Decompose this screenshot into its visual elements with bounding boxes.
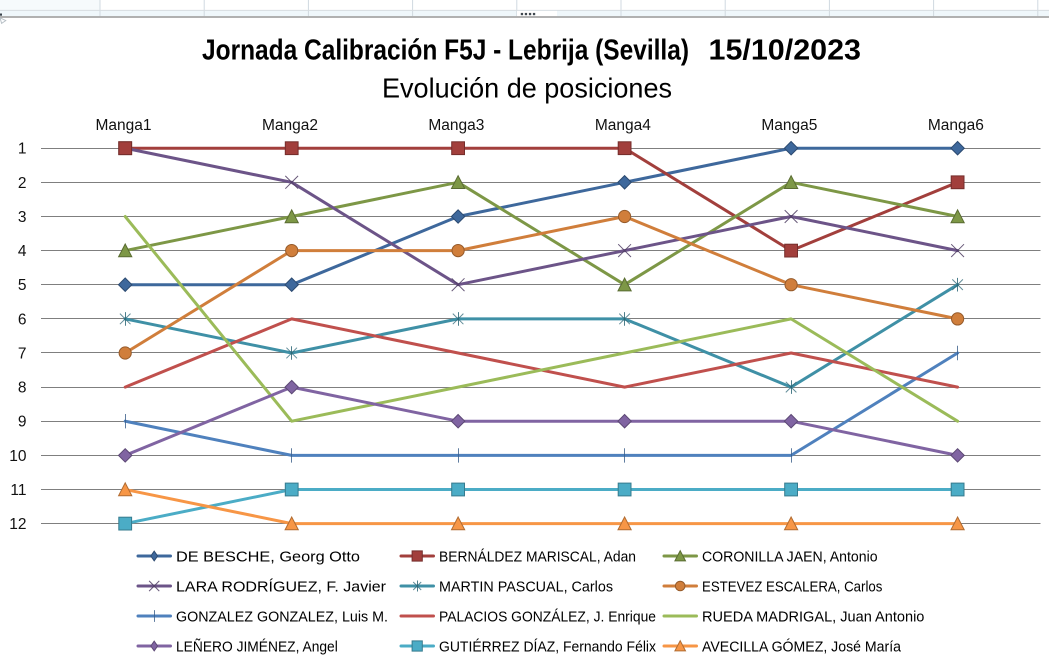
svg-text:DE BESCHE, Georg Otto: DE BESCHE, Georg Otto <box>176 549 360 565</box>
svg-text:BERNÁLDEZ MARISCAL, Adan: BERNÁLDEZ MARISCAL, Adan <box>439 548 636 565</box>
svg-text:7: 7 <box>18 346 27 363</box>
svg-text:PALACIOS GONZÁLEZ, J. Enrique: PALACIOS GONZÁLEZ, J. Enrique <box>439 608 656 625</box>
svg-text:3: 3 <box>18 209 27 226</box>
svg-text:5: 5 <box>18 277 27 294</box>
svg-text:Manga1: Manga1 <box>95 117 151 134</box>
svg-text:MARTIN PASCUAL, Carlos: MARTIN PASCUAL, Carlos <box>439 579 613 595</box>
svg-text:Manga5: Manga5 <box>761 117 817 134</box>
svg-text:8: 8 <box>18 380 27 397</box>
svg-text:12: 12 <box>9 516 26 533</box>
svg-text:2: 2 <box>18 175 27 192</box>
svg-text:1: 1 <box>18 141 27 158</box>
svg-text:Jornada Calibración F5J - Lebr: Jornada Calibración F5J - Lebrija (Sevil… <box>202 35 689 67</box>
svg-text:9: 9 <box>18 414 27 431</box>
svg-text:LARA RODRÍGUEZ, F. Javier: LARA RODRÍGUEZ, F. Javier <box>176 578 386 595</box>
svg-text:11: 11 <box>10 482 26 499</box>
svg-text:Manga3: Manga3 <box>428 117 484 134</box>
svg-text:ESTEVEZ ESCALERA, Carlos: ESTEVEZ ESCALERA, Carlos <box>702 579 882 595</box>
svg-text:GONZALEZ GONZALEZ, Luis M.: GONZALEZ GONZALEZ, Luis M. <box>176 609 388 625</box>
svg-text:AVECILLA GÓMEZ, José María: AVECILLA GÓMEZ, José María <box>702 638 902 655</box>
svg-text:15/10/2023: 15/10/2023 <box>709 35 862 67</box>
svg-text:Evolución de posiciones: Evolución de posiciones <box>382 73 672 104</box>
svg-text:10: 10 <box>9 448 27 465</box>
svg-text:Manga2: Manga2 <box>262 117 318 134</box>
svg-text:GUTIÉRREZ DÍAZ, Fernando Félix: GUTIÉRREZ DÍAZ, Fernando Félix <box>439 638 657 655</box>
svg-text:4: 4 <box>18 243 27 260</box>
svg-text:Manga4: Manga4 <box>595 117 651 134</box>
svg-text:Manga6: Manga6 <box>928 117 984 134</box>
svg-text:CORONILLA JAEN, Antonio: CORONILLA JAEN, Antonio <box>702 549 878 565</box>
svg-text:LEÑERO JIMÉNEZ, Angel: LEÑERO JIMÉNEZ, Angel <box>176 638 338 655</box>
svg-text:RUEDA MADRIGAL, Juan Antonio: RUEDA MADRIGAL, Juan Antonio <box>702 609 924 625</box>
svg-text:6: 6 <box>18 311 27 328</box>
